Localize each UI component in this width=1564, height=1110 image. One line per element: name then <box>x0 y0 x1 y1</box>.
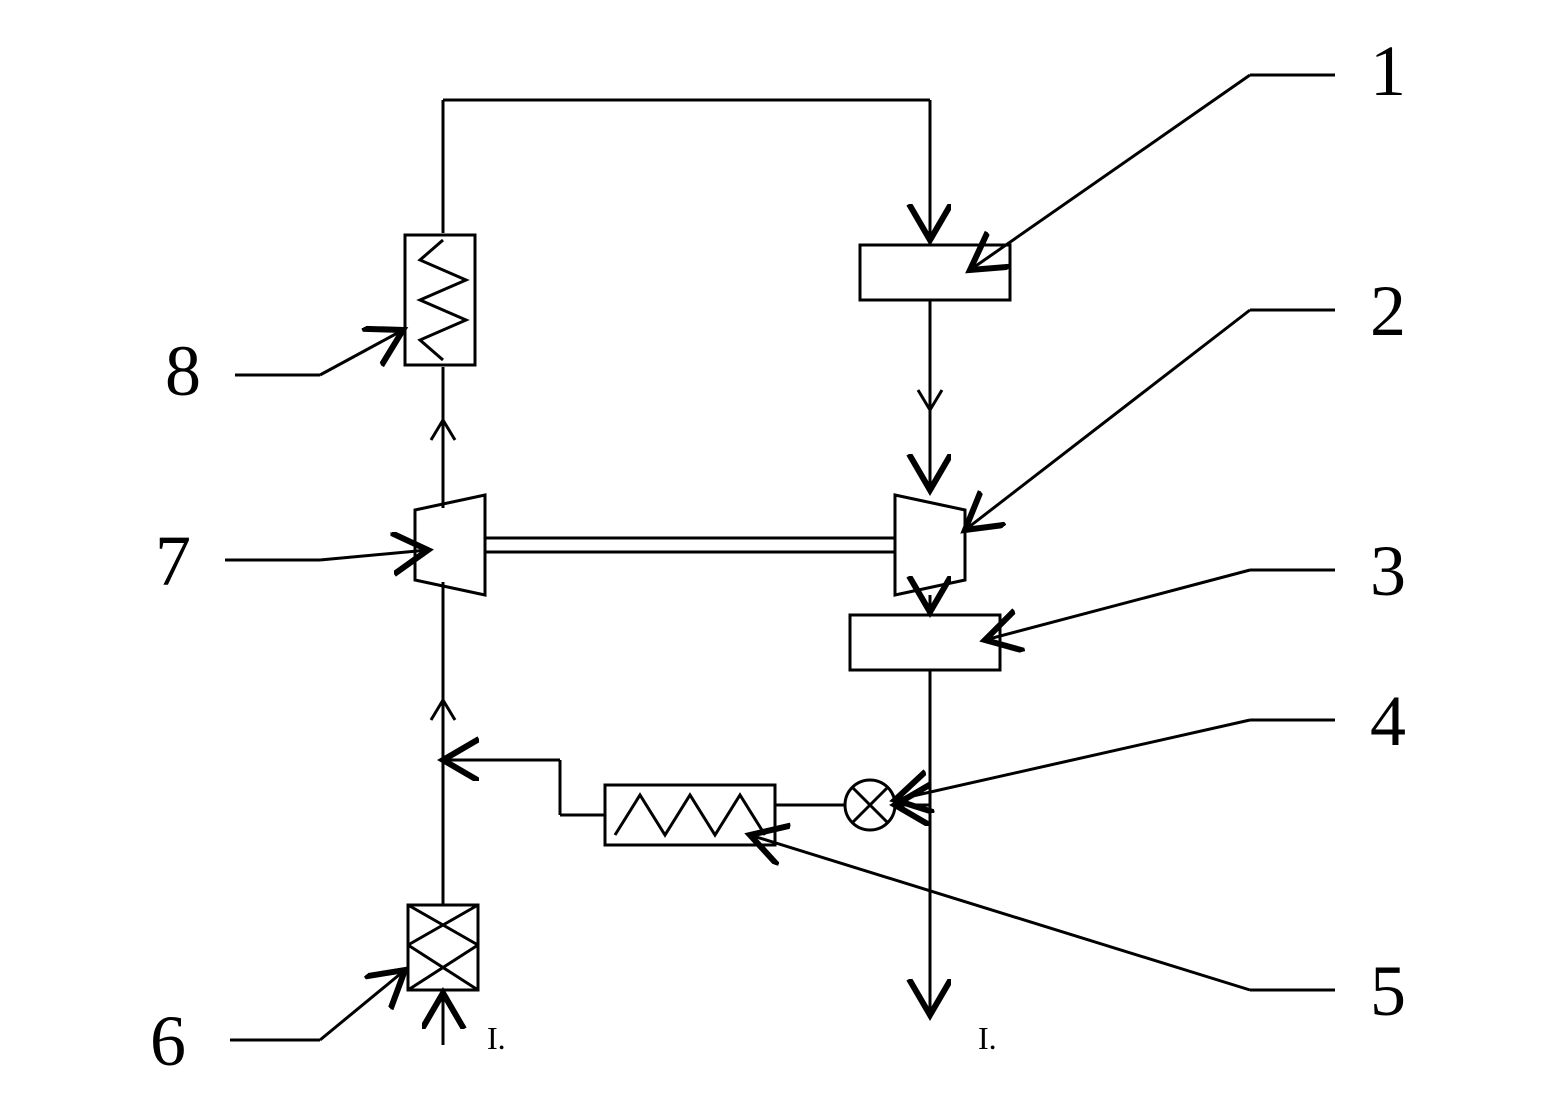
label-1: 1 <box>1370 30 1406 113</box>
label-6: 6 <box>150 1000 186 1083</box>
filter-6 <box>408 905 478 990</box>
leader-1b <box>970 75 1250 270</box>
leader-3b <box>985 570 1250 640</box>
leader-5b <box>750 835 1250 990</box>
box-1 <box>860 245 1010 300</box>
leader-4b <box>895 720 1250 800</box>
label-7: 7 <box>155 520 191 603</box>
label-4: 4 <box>1370 680 1406 763</box>
heater-8 <box>405 235 475 365</box>
label-8: 8 <box>165 330 201 413</box>
leader-7b <box>320 550 428 560</box>
label-5: 5 <box>1370 950 1406 1033</box>
label-2: 2 <box>1370 270 1406 353</box>
turbine-2 <box>895 495 965 595</box>
heater-8-coil <box>420 240 466 360</box>
leader-6b <box>320 970 405 1040</box>
leader-8b <box>320 330 403 375</box>
heatex-5-coil <box>615 795 765 835</box>
label-3: 3 <box>1370 530 1406 613</box>
leader-2b <box>965 310 1250 530</box>
box-3 <box>850 615 1000 670</box>
schematic-svg <box>0 0 1564 1110</box>
out-label: I. <box>978 1020 997 1057</box>
compressor-7 <box>415 495 485 595</box>
in-label: I. <box>487 1020 506 1057</box>
